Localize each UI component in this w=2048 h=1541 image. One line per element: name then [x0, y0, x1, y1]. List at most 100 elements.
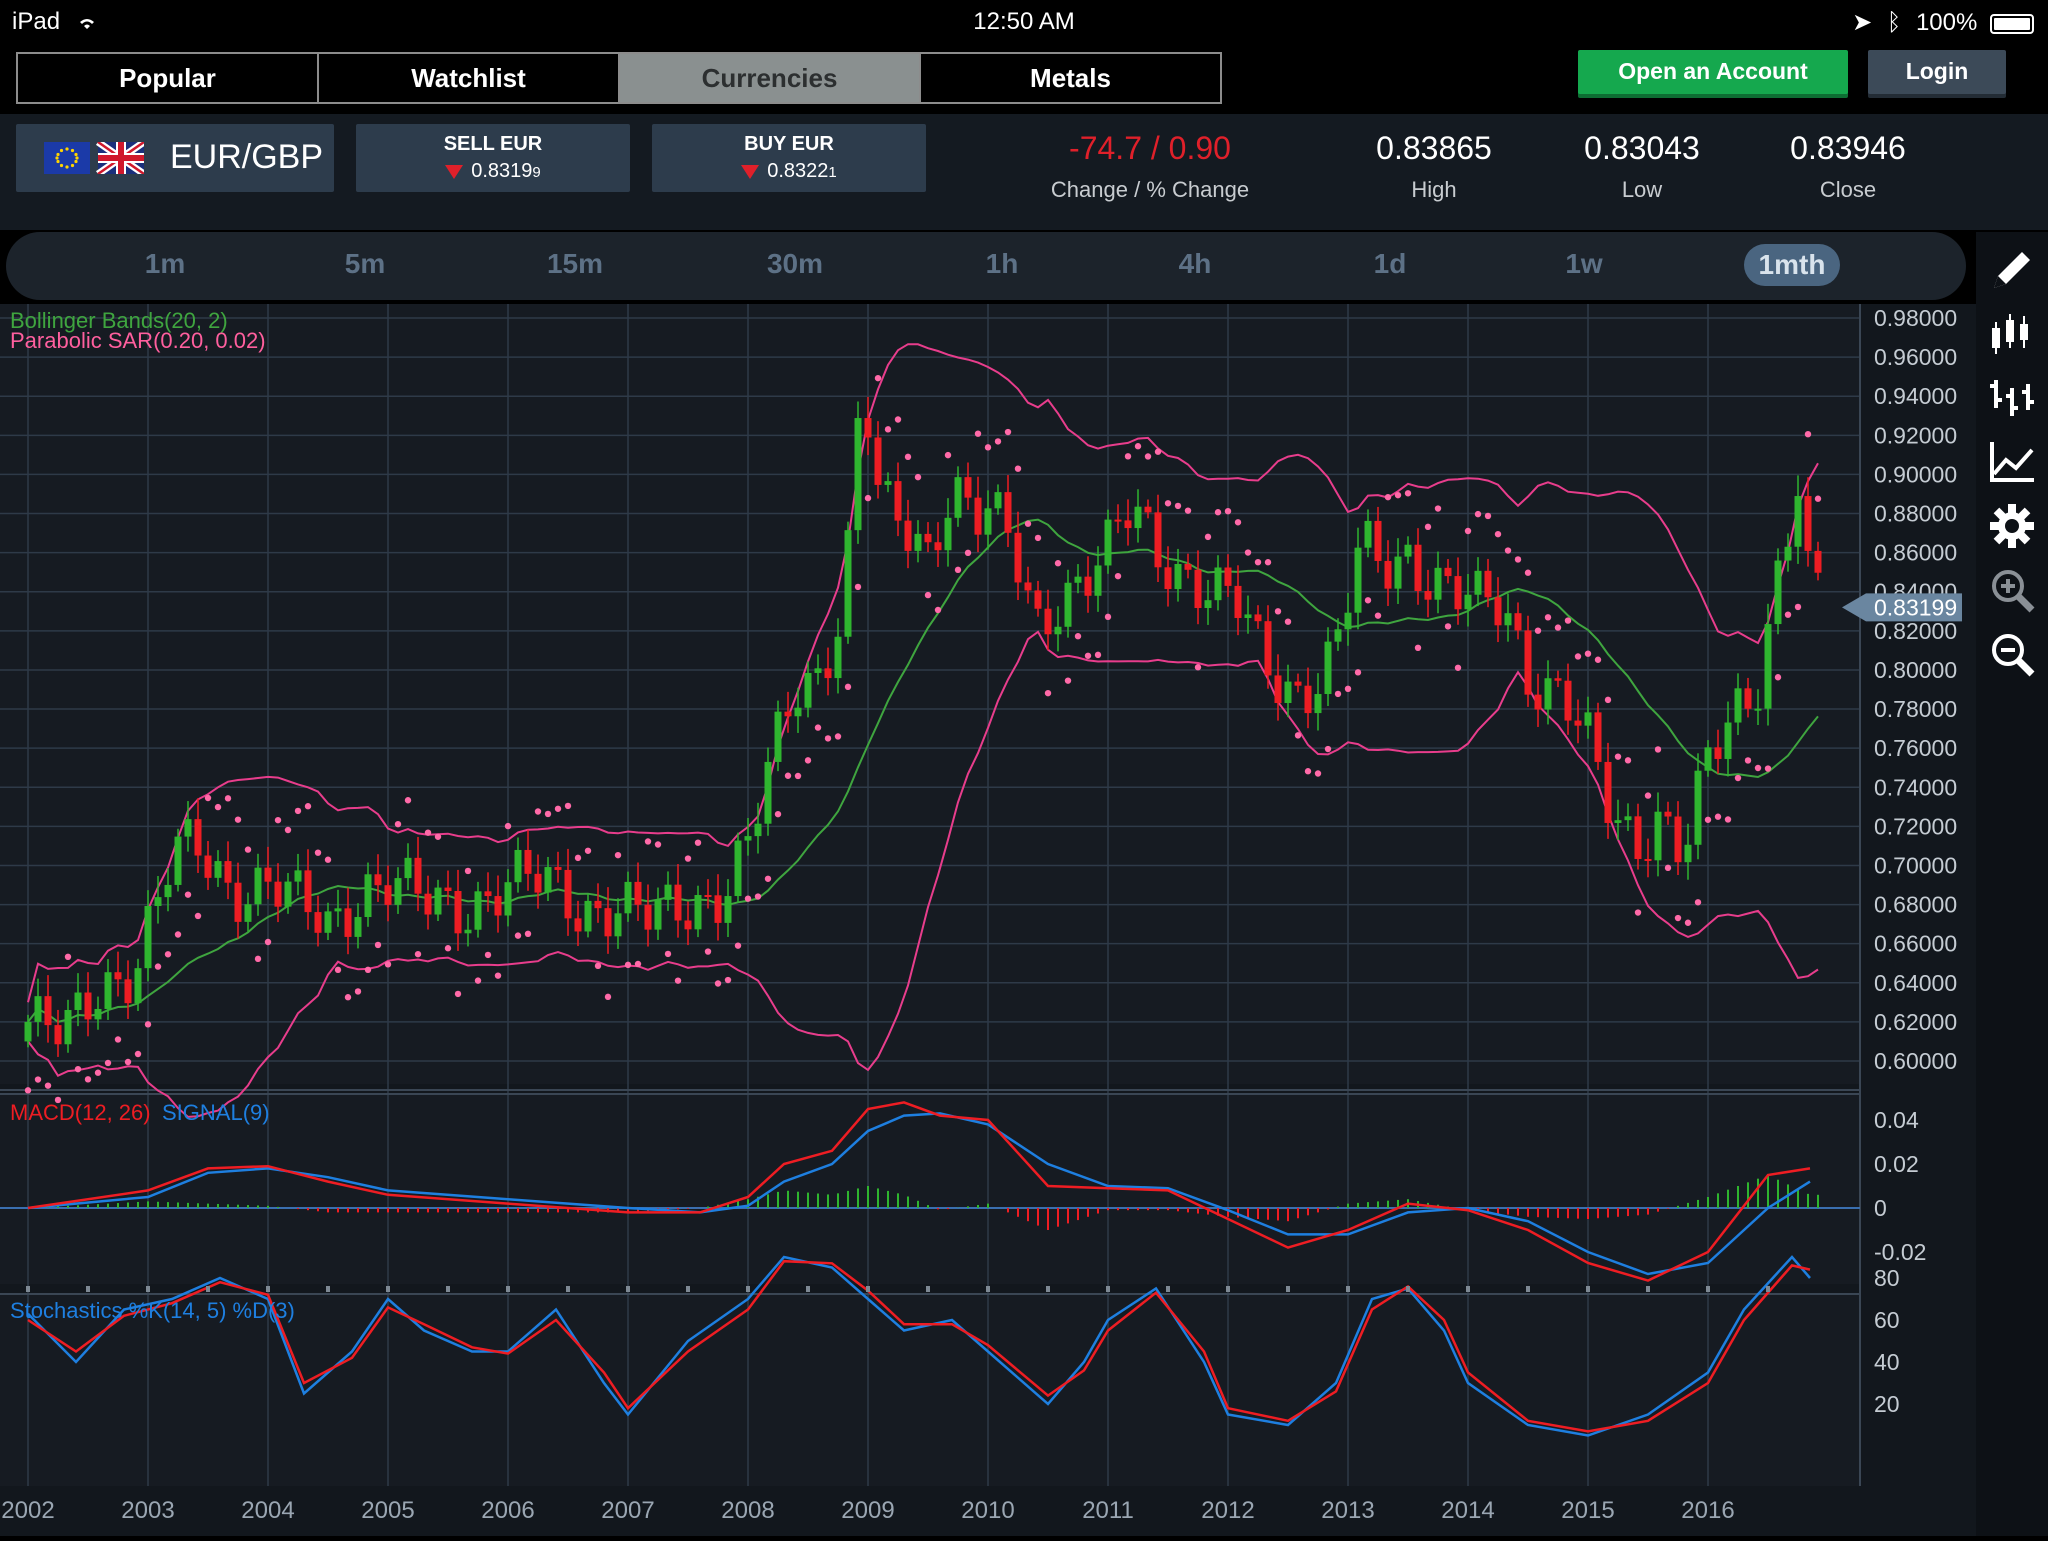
line-chart-icon[interactable]	[1984, 434, 2040, 490]
panel-tick-marker	[1586, 1286, 1590, 1292]
candle-body	[1264, 621, 1272, 676]
login-button[interactable]: Login	[1868, 50, 2006, 94]
timeframe-1w[interactable]: 1w	[1565, 248, 1603, 279]
candle-body	[1304, 685, 1312, 714]
macd-tick-label: 0.04	[1874, 1107, 1919, 1133]
sar-dot	[1694, 899, 1702, 906]
chart-canvas[interactable]: 0.98000 0.96000 0.94000 0.92000 0.90000 0.880…	[0, 304, 1976, 1536]
tab-currencies[interactable]: Currencies	[620, 54, 921, 102]
candle-body	[924, 533, 932, 543]
price-chart[interactable]: 0.98000 0.96000 0.94000 0.92000 0.90000 0.880…	[0, 304, 1976, 1536]
candle-body	[1034, 590, 1042, 609]
tab-watchlist[interactable]: Watchlist	[319, 54, 620, 102]
stat-low: 0.83043 Low	[1542, 130, 1742, 203]
x-tick-label: 2008	[721, 1497, 774, 1524]
sar-dot	[1594, 656, 1602, 663]
x-tick-label: 2013	[1321, 1497, 1374, 1524]
sar-dot	[1734, 774, 1742, 782]
sar-dot	[904, 453, 912, 461]
sar-dot	[64, 953, 72, 961]
sar-dot	[584, 847, 592, 854]
candle-body	[1774, 560, 1782, 625]
sar-dot	[1334, 690, 1342, 698]
panel-tick-marker	[1226, 1286, 1230, 1292]
y-tick-label: 0.68000	[1874, 892, 1957, 918]
sar-dot	[134, 1050, 142, 1058]
sar-dot	[1394, 491, 1402, 499]
sar-dot	[274, 816, 282, 824]
tab-popular[interactable]: Popular	[18, 54, 319, 102]
candle-body	[1134, 506, 1142, 529]
y-tick-label: 0.92000	[1874, 422, 1957, 448]
sar-dot	[174, 931, 182, 938]
sar-dot	[1014, 465, 1022, 472]
sar-dot	[424, 829, 432, 836]
candle-body	[1314, 694, 1322, 714]
gear-icon[interactable]	[1984, 498, 2040, 554]
sar-dot	[1444, 623, 1452, 630]
sar-dot	[1484, 512, 1492, 520]
candle-body	[84, 992, 92, 1020]
candle-body	[154, 897, 162, 906]
sar-dot	[1034, 534, 1042, 542]
sar-dot	[664, 950, 672, 958]
clock: 12:50 AM	[973, 8, 1075, 35]
candle-body	[1284, 681, 1292, 704]
candle-body	[504, 882, 512, 916]
candlestick-icon[interactable]	[1984, 306, 2040, 362]
sar-dot	[1024, 520, 1032, 527]
ohlc-bars-icon[interactable]	[1984, 370, 2040, 426]
buy-button[interactable]: BUY EUR 0.83221	[652, 124, 926, 192]
sar-dot	[454, 990, 462, 998]
timeframe-1d[interactable]: 1d	[1373, 248, 1407, 279]
sar-dot	[1134, 443, 1142, 450]
zoom-out-icon[interactable]	[1984, 626, 2040, 682]
timeframe-1h[interactable]: 1h	[985, 248, 1019, 279]
panel-tick-marker	[86, 1286, 90, 1292]
sar-dot	[354, 988, 362, 995]
sar-dot	[1744, 757, 1752, 764]
zoom-in-icon[interactable]	[1984, 562, 2040, 618]
y-tick-label: 0.76000	[1874, 735, 1957, 761]
timeframe-5m[interactable]: 5m	[344, 248, 386, 279]
panel-tick-marker	[206, 1286, 210, 1292]
candle-body	[424, 893, 432, 915]
timeframe-1mth[interactable]: 1mth	[1744, 244, 1840, 286]
sar-dot	[444, 945, 452, 952]
sar-dot	[1064, 677, 1072, 684]
close-label: Close	[1819, 177, 1877, 202]
panel-tick-marker	[26, 1286, 30, 1292]
pencil-icon[interactable]	[1984, 242, 2040, 298]
instrument-selector[interactable]: EUR/GBP	[16, 124, 334, 192]
sar-dot	[164, 951, 172, 958]
sar-dot	[1604, 696, 1612, 704]
open-account-button[interactable]: Open an Account	[1578, 50, 1848, 94]
candle-body	[1434, 567, 1442, 600]
macd-line	[27, 1101, 1811, 1282]
candle-body	[194, 819, 202, 856]
sar-dot	[1624, 757, 1632, 764]
device-label: iPad	[12, 8, 97, 36]
macd-legend: MACD(12, 26)	[10, 1100, 151, 1125]
timeframe-15m[interactable]: 15m	[546, 248, 604, 279]
sar-dot	[1344, 685, 1352, 693]
timeframe-4h[interactable]: 4h	[1178, 248, 1212, 279]
candle-body	[144, 905, 152, 969]
candle-body	[624, 881, 632, 914]
candle-body	[674, 884, 682, 921]
candle-body	[1514, 613, 1522, 631]
sar-dot	[394, 820, 402, 828]
sar-dot	[224, 795, 232, 802]
sar-dot	[884, 426, 892, 433]
timeframe-30m[interactable]: 30m	[766, 248, 824, 279]
sar-dot	[724, 976, 732, 984]
candle-body	[614, 913, 622, 937]
panel-tick-marker	[746, 1286, 750, 1292]
sar-dot	[1794, 603, 1802, 611]
tab-metals[interactable]: Metals	[921, 54, 1220, 102]
panel-tick-marker	[566, 1286, 570, 1292]
sell-button[interactable]: SELL EUR 0.83199	[356, 124, 630, 192]
candle-body	[1794, 496, 1802, 547]
timeframe-1m[interactable]: 1m	[144, 248, 186, 279]
x-tick-label: 2006	[481, 1497, 534, 1524]
